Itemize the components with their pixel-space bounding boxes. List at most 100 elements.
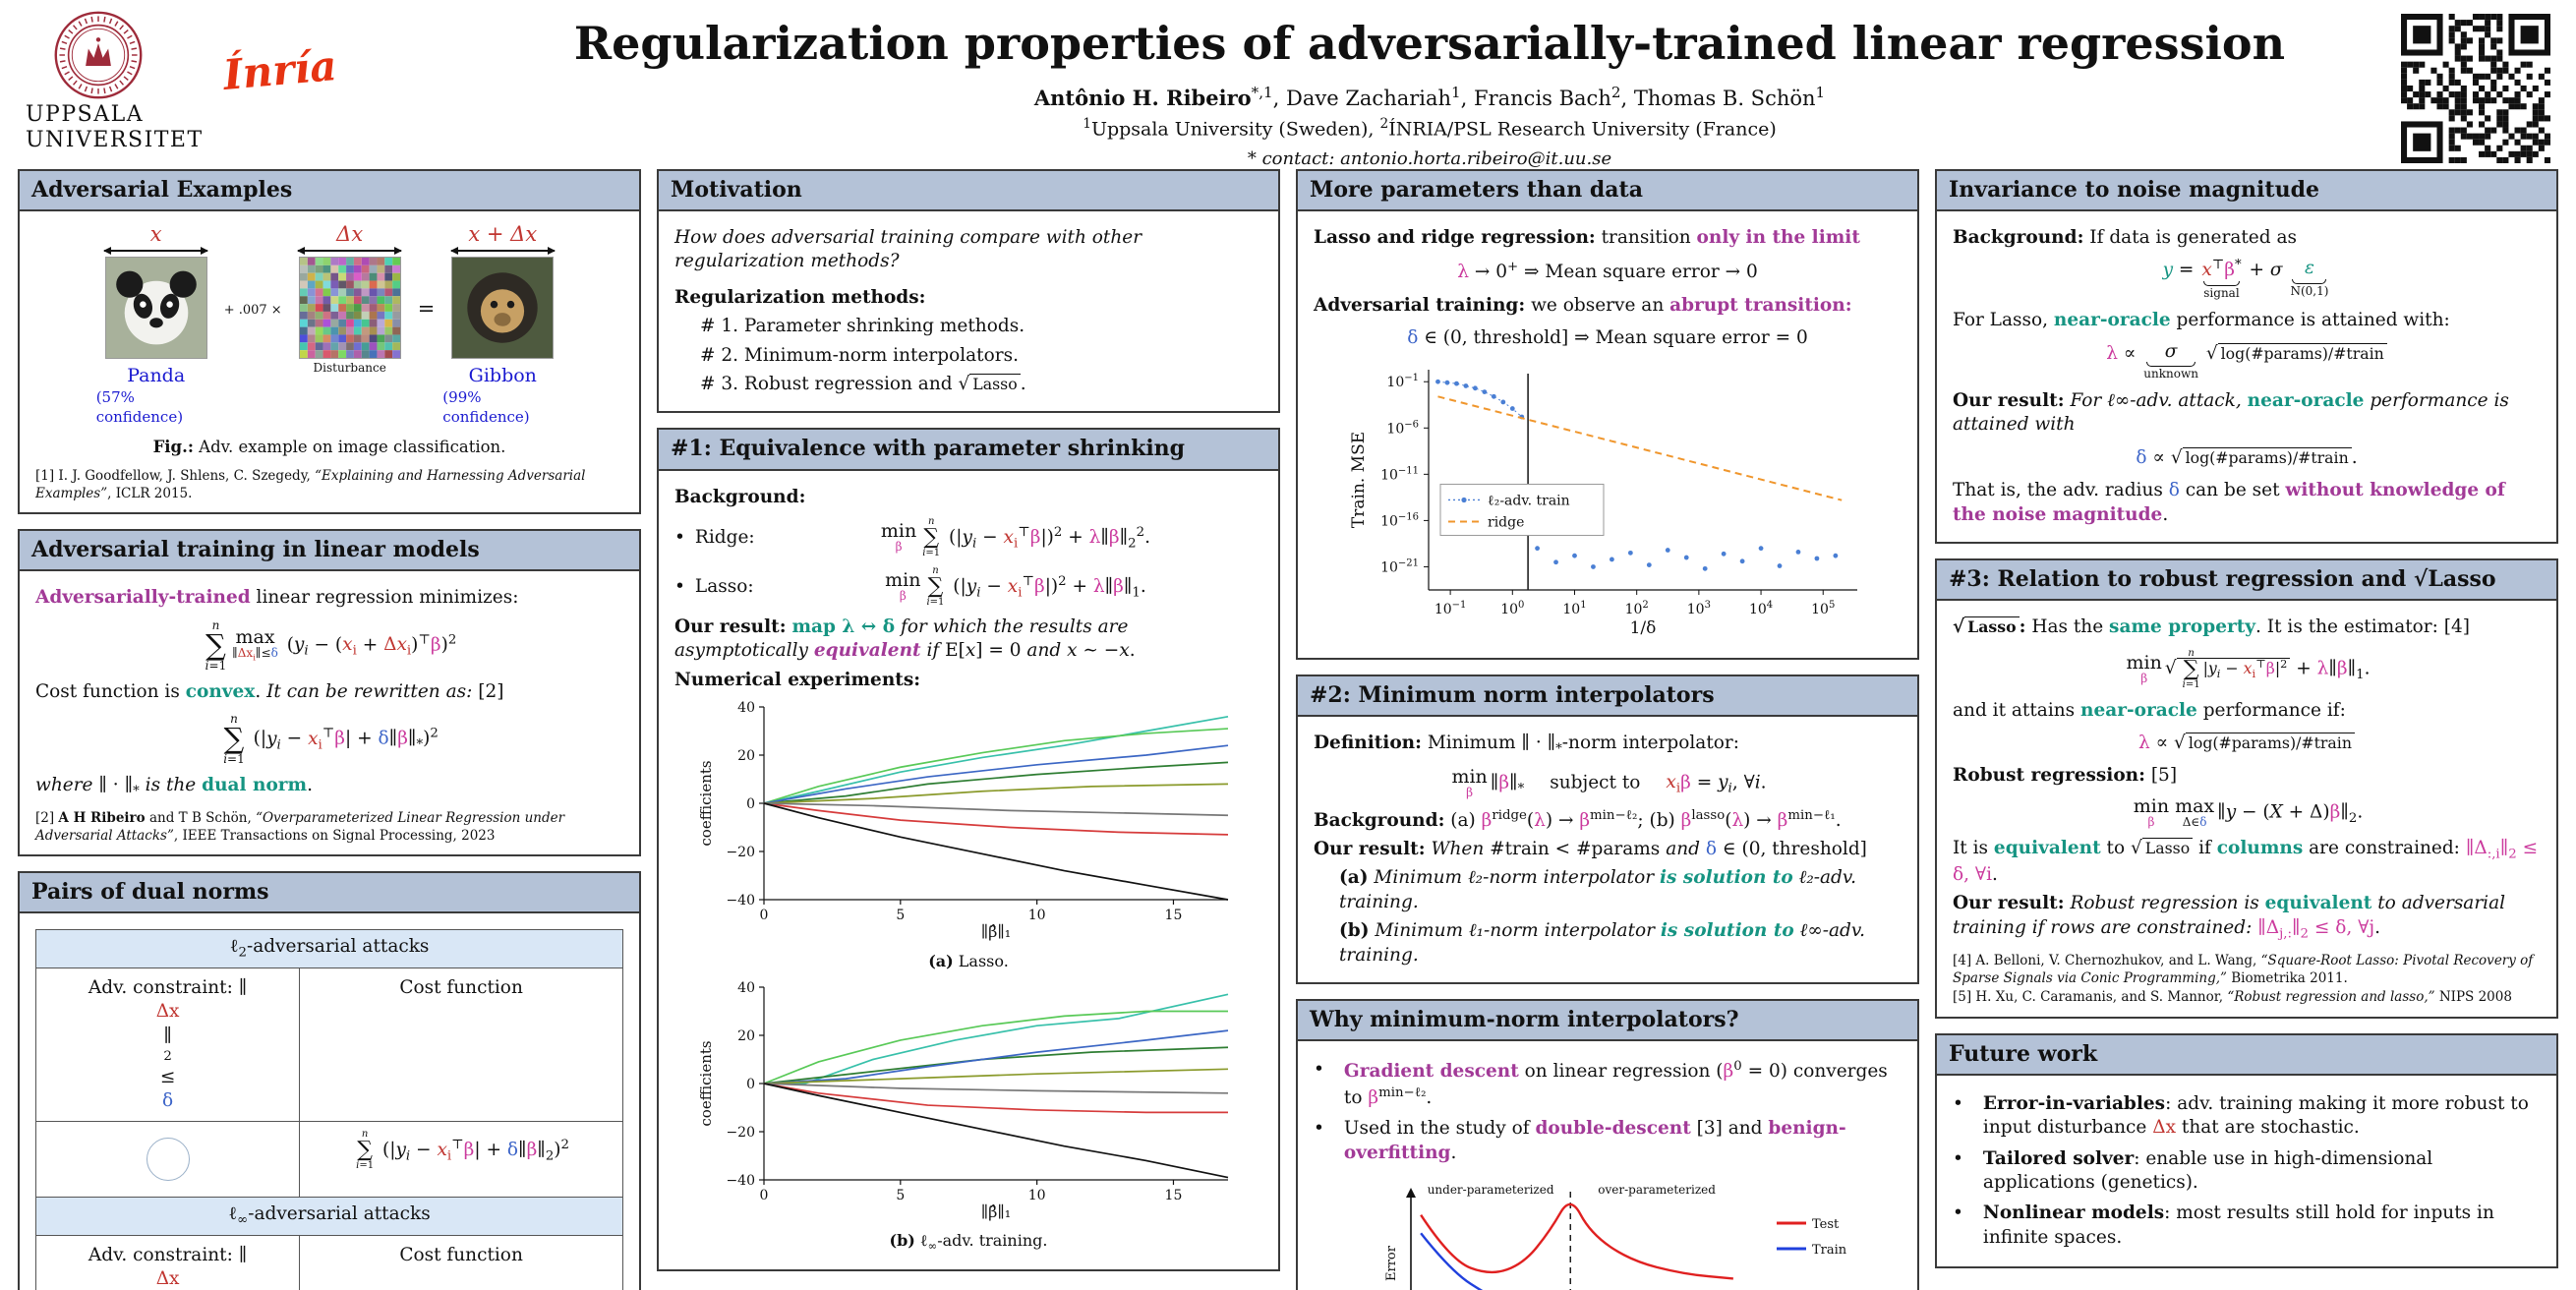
- panda-confidence: (57% confidence): [95, 387, 184, 426]
- numerical-experiments-label: Numerical experiments:: [674, 669, 921, 690]
- chart-a-caption: (a) Lasso.: [928, 951, 1009, 970]
- panel-invariance-body: Background: If data is generated as y = …: [1937, 211, 2556, 542]
- gibbon-confidence: (99% confidence): [442, 387, 530, 426]
- disturbance-caption: Disturbance: [313, 360, 386, 375]
- panel-sec3-robust: #3: Relation to robust regression and √L…: [1935, 558, 2558, 1019]
- bullet-icon: •: [1314, 1118, 1324, 1140]
- disturbance-figure-column: Δx Disturbance: [290, 222, 410, 377]
- l2-cost-label: Cost function: [399, 976, 523, 998]
- svg-text:Test: Test: [1812, 1217, 1840, 1232]
- adv-training-objective-formula: n ∑ i=1 max ∥Δxi∥≤δ (yi − (xi + Δxi)⊤β)2: [205, 617, 457, 673]
- authors: Antônio H. Ribeiro*,1, Dave Zachariah1, …: [1033, 83, 1826, 110]
- svg-text:under-parameterized: under-parameterized: [1428, 1183, 1554, 1197]
- interpolator-definition: Definition: Minimum ∥ · ∥*-norm interpol…: [1314, 733, 1739, 757]
- lasso-coefficients-chart: 0 5 10 15 −40 −20 0 20 40 ∥β̂∥₁ coefficients: [697, 700, 1229, 941]
- tailored-solver-text: Tailored solver: enable use in high-dime…: [1982, 1147, 2433, 1193]
- dual-norms-table: ℓ2-adversarial attacks Adv. constraint: …: [35, 929, 623, 1290]
- lasso-ridge-transition-text: Lasso and ridge regression: transition o…: [1314, 227, 1860, 249]
- rewritten-cost-formula: n ∑ i=1 (|yi − xi⊤β| + δ∥β∥*)2: [223, 712, 439, 767]
- train-mse-chart: 10−1 100 101 102 103 104 105 10−1 10−6 10−11 10−16…: [1349, 369, 1857, 638]
- panel-sec3-body: √ Lasso: Has the same property. It is the…: [1937, 601, 2556, 1017]
- linf-constraint: Adv. constraint: ∥Δx∥∞ ≤ δ: [36, 1235, 301, 1290]
- panel-future-work-body: • Error-in-variables: adv. training maki…: [1937, 1076, 2556, 1266]
- ridge-equation-row: • Ridge: min β n ∑ i=1 (|yi − xi⊤β|)2 + λ∥β∥…: [674, 515, 1262, 558]
- invariance-conclusion: That is, the adv. radius δ can be set wi…: [1953, 480, 2505, 525]
- svg-text:105: 105: [1811, 600, 1835, 617]
- error-in-variables-text: Error-in-variables: adv. training making…: [1982, 1092, 2529, 1139]
- columns-constrained-text: It is equivalent to √ Lasso if columns ar…: [1953, 837, 2539, 885]
- svg-text:Error: Error: [1384, 1245, 1399, 1281]
- uppsala-logo-line2: UNIVERSITET: [26, 128, 204, 153]
- linf-coefficients-chart: 0 5 10 15 −40 −20 0 20 40 ∥β̂∥₁ coefficients: [697, 980, 1229, 1221]
- linf-attacks-header: ℓ∞-adversarial attacks: [36, 1197, 622, 1236]
- bullet-icon: •: [674, 575, 685, 597]
- x-label: x: [149, 222, 162, 247]
- svg-text:∥β̂∥₁: ∥β̂∥₁: [981, 1202, 1011, 1221]
- figure-caption: Fig.: Adv. example on image classificati…: [152, 438, 506, 457]
- mse-chart-wrap: 10−1 100 101 102 103 104 105 10−1 10−6 10−11 10−16…: [1314, 360, 1902, 648]
- chart-b-caption: (b) ℓ∞-adv. training.: [889, 1231, 1048, 1254]
- future-item-3: • Nonlinear models: most results still h…: [1953, 1202, 2541, 1250]
- motivation-item-1: # 1. Parameter shrinking methods.: [700, 316, 1025, 337]
- motivation-item-3: # 3. Robust regression and √ Lasso.: [700, 374, 1026, 395]
- panel-more-parameters-title: More parameters than data: [1298, 171, 1917, 212]
- inria-logo: Ínría: [220, 41, 339, 99]
- width-arrow-icon: [103, 247, 209, 254]
- bullet-icon: •: [1953, 1092, 1963, 1114]
- panel-dual-norms-title: Pairs of dual norms: [20, 873, 639, 914]
- panel-dual-norms-body: ℓ2-adversarial attacks Adv. constraint: …: [20, 913, 639, 1290]
- sqrt-lasso-equation: min β √ n ∑ i=1 |yi − xi⊤β|2 + λ∥β∥1.: [2126, 647, 2371, 690]
- poster-columns: Adversarial Examples x: [0, 169, 2576, 1290]
- panel-sec2-body: Definition: Minimum ∥ · ∥*-norm interpol…: [1298, 717, 1917, 982]
- nonlinear-models-text: Nonlinear models: most results still hol…: [1982, 1202, 2494, 1248]
- reference-5: [5] H. Xu, C. Caramanis, and S. Mannor, …: [1953, 989, 2512, 1006]
- panel-sec3-title: #3: Relation to robust regression and √L…: [1937, 560, 2556, 602]
- delta-choice-equation: δ ∝ √ log(#params)/#train.: [2136, 446, 2358, 468]
- panel-why-min-norm-title: Why minimum-norm interpolators?: [1298, 1001, 1917, 1042]
- svg-text:20: 20: [737, 1028, 755, 1044]
- sec2-background: Background: (a) βridge(λ) → βmin−ℓ₂; (b)…: [1314, 807, 1842, 831]
- delta-x-label: Δx: [336, 222, 364, 247]
- svg-text:15: 15: [1165, 1188, 1183, 1203]
- lambda-choice-equation: λ ∝ σ unknown √ log(#params)/#train: [1953, 341, 2541, 381]
- svg-text:0: 0: [760, 908, 769, 923]
- svg-text:10−11: 10−11: [1380, 465, 1419, 483]
- ridge-formula: min β n ∑ i=1 (|yi − xi⊤β|)2 + λ∥β∥22.: [880, 515, 1151, 558]
- panel-motivation: Motivation How does adversarial training…: [657, 169, 1280, 414]
- interpolator-equation: min β ∥β∥* subject to xiβ = yi, ∀i.: [1451, 765, 1767, 799]
- gradient-descent-text: Gradient descent on linear regression (β…: [1343, 1059, 1888, 1108]
- column-2: Motivation How does adversarial training…: [657, 169, 1280, 1272]
- svg-text:−40: −40: [726, 1173, 755, 1189]
- plus-operator: + .007 ×: [223, 303, 282, 319]
- svg-text:0: 0: [746, 1077, 755, 1092]
- l2-cost-formula: n ∑ i=1 (|yi − xi⊤β| + δ∥β∥2)2: [356, 1129, 569, 1172]
- uppsala-seal-icon: [54, 11, 143, 99]
- logo-block: UPPSALA UNIVERSITET Ínría: [26, 10, 458, 154]
- l2-ball-cell: [36, 1122, 301, 1198]
- panel-why-min-norm-body: • Gradient descent on linear regression …: [1298, 1041, 1917, 1290]
- lasso-equation-row: • Lasso: min β n ∑ i=1 (|yi − xi⊤β|)2 + λ∥β∥…: [674, 564, 1262, 608]
- panel-invariance: Invariance to noise magnitude Background…: [1935, 169, 2558, 545]
- gibbon-image: [451, 256, 555, 359]
- svg-text:102: 102: [1625, 600, 1649, 617]
- panel-more-parameters-body: Lasso and ridge regression: transition o…: [1298, 211, 1917, 658]
- svg-text:10−21: 10−21: [1380, 557, 1419, 575]
- width-arrow-icon: [297, 247, 403, 254]
- panda-label: Panda: [127, 364, 186, 386]
- limit-equation: λ → 0+ ⇒ Mean square error → 0: [1457, 260, 1758, 283]
- threshold-equation: δ ∈ (0, threshold] ⇒ Mean square error =…: [1407, 327, 1808, 349]
- contact-email: * contact: antonio.horta.ribeiro@it.uu.s…: [1247, 147, 1612, 169]
- bullet-icon: •: [1314, 1059, 1324, 1081]
- panel-sec2-title: #2: Minimum norm interpolators: [1298, 676, 1917, 718]
- svg-text:15: 15: [1165, 908, 1183, 923]
- lasso-formula: min β n ∑ i=1 (|yi − xi⊤β|)2 + λ∥β∥1.: [885, 564, 1146, 608]
- panel-future-work: Future work • Error-in-variables: adv. t…: [1935, 1032, 2558, 1269]
- panel-adversarial-examples: Adversarial Examples x: [18, 169, 641, 515]
- data-generation-equation: y = x⊤β* signal + σ ε N(0,1): [2162, 258, 2329, 300]
- uppsala-logo-line1: UPPSALA: [26, 102, 145, 127]
- motivation-question: How does adversarial training compare wi…: [674, 227, 1142, 272]
- svg-text:ℓ₂-adv. train: ℓ₂-adv. train: [1488, 493, 1570, 508]
- bullet-icon: •: [674, 526, 685, 548]
- panel-adversarial-examples-body: x: [20, 211, 639, 512]
- panel-invariance-title: Invariance to noise magnitude: [1937, 171, 2556, 212]
